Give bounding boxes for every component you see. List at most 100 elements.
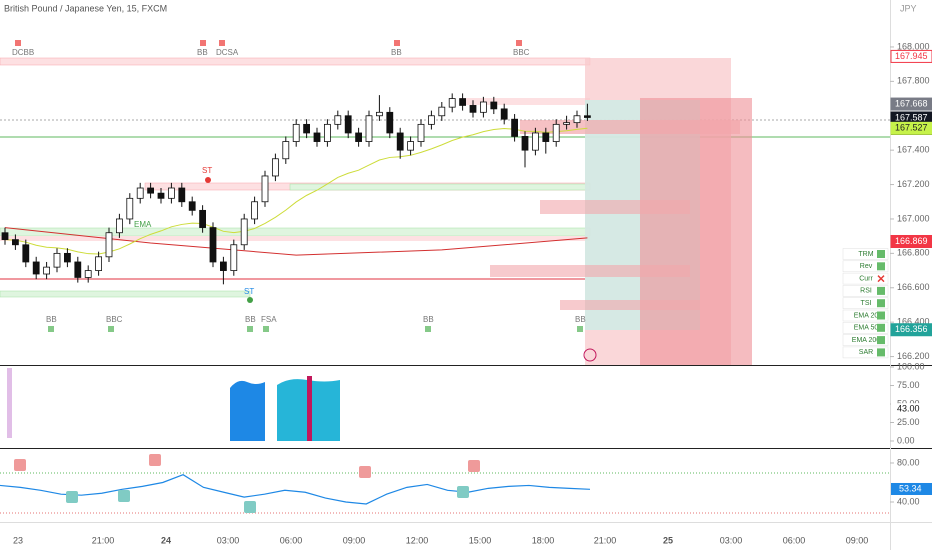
candle-body (84, 270, 92, 278)
signal-marker (247, 326, 253, 332)
candle-body (511, 118, 519, 137)
divergence-badge (468, 460, 480, 472)
label: ST (244, 287, 254, 296)
indicator-row (842, 346, 889, 359)
candle-body (167, 187, 175, 199)
x-tick-label: 21:00 (594, 535, 617, 545)
signal-top: DCBB (12, 48, 34, 57)
candle-body (479, 101, 487, 113)
candle-body (313, 132, 321, 142)
price-badge-label: 166.869 (895, 236, 928, 246)
candle-body (188, 201, 196, 211)
x-tick-label: 03:00 (720, 535, 743, 545)
y-tick-label: 166.200 (897, 351, 930, 361)
price-badge (890, 323, 932, 337)
price-badge-label: 166.356 (895, 324, 928, 334)
candle-body (448, 98, 456, 108)
y-tick-label: 167.800 (897, 76, 930, 86)
indicator-name: Curr (859, 275, 873, 282)
indicator-name: SAR (859, 349, 873, 356)
candle-body (323, 123, 331, 142)
y-tick-label: 40.00 (897, 496, 920, 506)
candle-body (74, 261, 82, 278)
candle-body (105, 232, 113, 258)
candle-body (292, 123, 300, 142)
y-tick-label: 166.400 (897, 317, 930, 327)
signal-marker (48, 326, 54, 332)
zones (0, 57, 890, 365)
signal-top: BBC (513, 48, 530, 57)
x-tick-label: 18:00 (532, 535, 555, 545)
indicator-bar (307, 376, 312, 441)
y-tick-label: 166.600 (897, 282, 930, 292)
candle-body (344, 115, 352, 134)
signal-bottom: BB (245, 315, 256, 324)
divergence-badge (118, 490, 130, 502)
candle-body (43, 266, 50, 275)
signal-top: BB (391, 48, 402, 57)
badge (891, 482, 932, 495)
signal-marker (15, 40, 21, 46)
chart-title: British Pound / Japanese Yen, 15, FXCM (4, 3, 167, 13)
candle-body (542, 132, 550, 142)
x-tick-label: 23 (13, 535, 23, 545)
indicator-name: TSI (861, 300, 872, 307)
signal-marker (108, 326, 114, 332)
indicator-row (842, 297, 889, 309)
indicator-name: RSI (860, 288, 872, 295)
indicator-row (842, 322, 889, 334)
signal-marker (577, 326, 583, 332)
candle-body (407, 141, 415, 151)
candle-body (147, 187, 155, 194)
candle-body (396, 132, 404, 151)
indicator-name: Rev (860, 263, 873, 270)
candle-body (240, 218, 248, 246)
candle-body (219, 261, 227, 271)
indicator-check (877, 262, 885, 271)
candle-body (469, 105, 477, 113)
x-tick-label: 06:00 (280, 535, 303, 545)
y-tick-label: 80.00 (897, 457, 920, 467)
candle-body (271, 158, 279, 177)
label-dot (205, 177, 211, 183)
indicator-row (842, 248, 889, 260)
indicator-check (877, 286, 885, 295)
signal-marker (200, 40, 206, 46)
candle-body (552, 123, 560, 142)
signal-bottom: BBC (106, 315, 123, 324)
candle-body (459, 98, 467, 106)
signal-bottom: BB (46, 315, 57, 324)
y-tick-label: 168.000 (897, 41, 930, 51)
candle-body (573, 115, 581, 124)
candle-body (282, 141, 290, 160)
candle-body (427, 115, 435, 125)
price-badge (890, 49, 932, 63)
indicator-bar (7, 368, 12, 438)
candle-body (355, 132, 363, 142)
currency: JPY (900, 3, 917, 13)
badge (891, 403, 932, 416)
indicator-row (842, 285, 889, 297)
candle-body (209, 227, 217, 263)
candle-body (230, 244, 238, 271)
indicator-name: EMA 50 (854, 325, 879, 332)
indicator-area (230, 380, 265, 441)
indicator-row (842, 309, 889, 322)
label-dot (247, 297, 253, 303)
signal-marker (219, 40, 225, 46)
label: ST (202, 166, 212, 175)
indicator-name: TRM (858, 251, 873, 258)
signal-marker (516, 40, 522, 46)
signal-marker (394, 40, 400, 46)
candle-body (199, 209, 207, 228)
signal-top: DCSA (216, 48, 239, 57)
candle-body (303, 123, 311, 134)
indicator-row (842, 334, 889, 346)
candle-body (11, 239, 19, 246)
badge-label: 43.00 (897, 404, 920, 414)
indicator-check (877, 348, 885, 357)
divergence-badge (149, 454, 161, 466)
candle-body (53, 252, 61, 268)
y-tick-label: 100.00 (897, 361, 925, 371)
indicator-cross (877, 275, 885, 283)
